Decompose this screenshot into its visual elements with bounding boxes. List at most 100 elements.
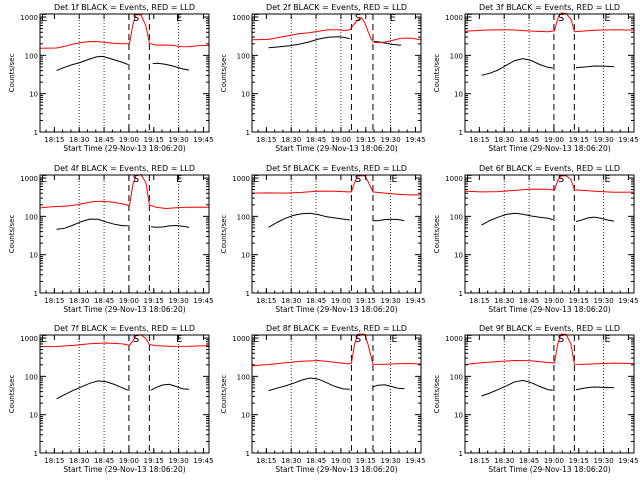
plot-frame <box>39 174 210 294</box>
x-axis-label: Start Time (29-Nov-13 18:06:20) <box>275 465 397 474</box>
x-tick-label: 19:00 <box>119 297 139 305</box>
x-axis-label: Start Time (29-Nov-13 18:06:20) <box>275 305 397 314</box>
y-tick-label: 10 <box>454 252 463 260</box>
x-tick-label: 18:30 <box>69 136 89 144</box>
x-tick-label: 18:30 <box>69 297 89 305</box>
x-tick-label: 18:45 <box>519 136 539 144</box>
end-e-marker: E <box>176 334 182 345</box>
x-axis-label: Start Time (29-Nov-13 18:06:20) <box>488 305 610 314</box>
x-tick-label: 19:30 <box>594 297 614 305</box>
y-tick-label: 10 <box>241 252 250 260</box>
y-tick-label: 100 <box>25 373 38 381</box>
x-tick-label: 19:00 <box>119 136 139 144</box>
x-tick-label: 19:45 <box>193 136 213 144</box>
s-marker: S <box>558 13 564 24</box>
panel-6: Det 6f BLACK = Events, RED = LLD 1 10 100 10… <box>433 164 639 314</box>
end-e-marker: E <box>391 334 397 345</box>
x-axis-label: Start Time (29-Nov-13 18:06:20) <box>63 465 185 474</box>
y-tick-label: 1 <box>459 290 463 298</box>
x-tick-label: 18:15 <box>469 297 489 305</box>
x-tick-label: 19:15 <box>144 457 164 465</box>
x-axis-label: Start Time (29-Nov-13 18:06:20) <box>63 305 185 314</box>
x-tick-label: 18:15 <box>44 457 64 465</box>
events-series-line <box>150 224 190 228</box>
s-marker: S <box>355 174 361 185</box>
panel-title: Det 2f BLACK = Events, RED = LLD <box>266 3 407 12</box>
start-e-marker: E <box>466 13 472 24</box>
events-series-line <box>150 383 190 391</box>
start-e-marker: E <box>41 334 47 345</box>
end-e-marker: E <box>604 334 610 345</box>
x-tick-label: 19:45 <box>193 297 213 305</box>
panel-5: Det 5f BLACK = Events, RED = LLD 1 10 100 10… <box>220 164 426 314</box>
y-tick-label: 10 <box>29 412 38 420</box>
x-axis-label: Start Time (29-Nov-13 18:06:20) <box>63 144 185 153</box>
x-tick-label: 18:15 <box>469 457 489 465</box>
x-tick-label: 19:15 <box>356 136 376 144</box>
events-series-line <box>268 36 350 49</box>
plot-frame <box>464 13 635 133</box>
x-tick-label: 19:15 <box>144 297 164 305</box>
y-tick-label: 1000 <box>20 335 38 343</box>
lld-series-line <box>39 174 210 210</box>
x-tick-label: 19:15 <box>569 297 589 305</box>
plot-frame <box>464 334 635 454</box>
y-tick-label: 1 <box>459 450 463 458</box>
y-tick-label: 1 <box>459 129 463 137</box>
y-tick-label: 100 <box>450 373 463 381</box>
events-series-line <box>152 62 190 71</box>
y-tick-label: 100 <box>25 213 38 221</box>
y-tick-label: 100 <box>450 213 463 221</box>
lld-series-line <box>464 175 635 193</box>
y-tick-label: 1 <box>34 129 38 137</box>
start-e-marker: E <box>41 13 47 24</box>
y-tick-label: 10 <box>454 91 463 99</box>
s-marker: S <box>355 334 361 345</box>
lld-series-line <box>251 16 422 43</box>
lld-series-line <box>464 333 635 365</box>
x-tick-label: 18:30 <box>69 457 89 465</box>
x-tick-label: 19:30 <box>381 136 401 144</box>
s-marker: S <box>133 174 139 185</box>
plot-frame <box>251 334 422 454</box>
x-tick-label: 18:30 <box>281 136 301 144</box>
y-tick-label: 100 <box>237 213 250 221</box>
events-series-line <box>481 379 553 397</box>
x-tick-label: 19:45 <box>405 297 425 305</box>
lld-series-line <box>251 175 421 196</box>
panel-title: Det 4f BLACK = Events, RED = LLD <box>54 164 195 173</box>
x-tick-label: 19:30 <box>381 457 401 465</box>
x-tick-label: 19:15 <box>569 136 589 144</box>
s-marker: S <box>355 13 361 24</box>
panel-2: Det 2f BLACK = Events, RED = LLD 1 10 100 10… <box>220 3 426 153</box>
y-tick-label: 1000 <box>232 14 250 22</box>
x-axis-label: Start Time (29-Nov-13 18:06:20) <box>488 144 610 153</box>
x-axis-label: Start Time (29-Nov-13 18:06:20) <box>488 465 610 474</box>
panel-title: Det 8f BLACK = Events, RED = LLD <box>266 324 407 333</box>
x-tick-label: 18:45 <box>519 297 539 305</box>
x-tick-label: 19:45 <box>405 457 425 465</box>
y-tick-label: 1 <box>246 290 250 298</box>
panel-title: Det 5f BLACK = Events, RED = LLD <box>266 164 407 173</box>
events-series-line <box>56 55 128 72</box>
y-axis-label: Counts/sec <box>220 215 228 254</box>
x-tick-label: 19:00 <box>331 457 351 465</box>
x-tick-label: 19:00 <box>119 457 139 465</box>
x-tick-label: 19:15 <box>356 457 376 465</box>
x-tick-label: 19:00 <box>331 136 351 144</box>
lld-series-line <box>39 13 210 49</box>
panel-title: Det 3f BLACK = Events, RED = LLD <box>479 3 620 12</box>
x-tick-label: 18:15 <box>256 297 276 305</box>
x-tick-label: 19:45 <box>405 136 425 144</box>
s-marker: S <box>558 334 564 345</box>
x-tick-label: 18:45 <box>94 457 114 465</box>
panel-title: Det 6f BLACK = Events, RED = LLD <box>479 164 620 173</box>
panel-7: Det 7f BLACK = Events, RED = LLD 1 10 100 10… <box>8 324 214 474</box>
y-tick-label: 1000 <box>445 335 463 343</box>
x-axis-label: Start Time (29-Nov-13 18:06:20) <box>275 144 397 153</box>
y-tick-label: 1000 <box>232 335 250 343</box>
panel-9: Det 9f BLACK = Events, RED = LLD 1 10 100 10… <box>433 324 639 474</box>
events-series-line <box>372 41 402 46</box>
x-tick-label: 18:30 <box>494 136 514 144</box>
